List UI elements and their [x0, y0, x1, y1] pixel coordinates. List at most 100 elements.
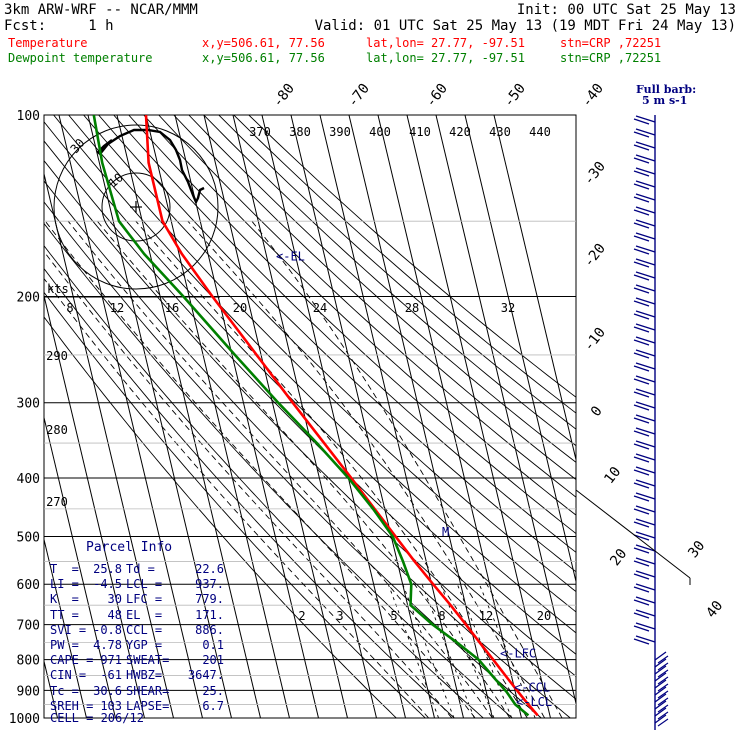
temperature-label: Temperature	[8, 36, 88, 50]
pressure-label: 600	[17, 578, 40, 593]
hodograph-ring	[53, 124, 219, 290]
parcel-value: 886.	[195, 622, 224, 637]
wind-barb	[635, 193, 656, 201]
wind-barb	[633, 196, 650, 203]
isotherm-label: -20	[581, 241, 609, 271]
parcel-value: 0.1	[202, 638, 224, 652]
wind-barb	[654, 651, 667, 661]
wind-barb	[635, 544, 656, 552]
dry-adiabat	[44, 316, 397, 718]
wind-barb	[635, 180, 656, 188]
mixing-ratio-label: 8	[438, 609, 445, 623]
wind-barb	[654, 693, 667, 703]
dry-adiabat	[143, 115, 576, 516]
mixing-ratio-line	[421, 584, 475, 718]
isotherm-label: 20	[607, 546, 630, 569]
moist-adiabat	[44, 250, 453, 718]
isotherm-label: -10	[581, 325, 609, 355]
isotherm-line	[58, 115, 203, 718]
mixing-ratio-label: 3	[336, 609, 343, 623]
mixing-ratio-label: 5	[390, 609, 397, 623]
hodograph-ring	[101, 172, 171, 242]
wind-scale-value: 5 m s-1	[642, 94, 688, 107]
parcel-key: YGP =	[126, 638, 163, 652]
isotherm-label: 40	[703, 598, 726, 621]
pressure-label: 100	[17, 109, 40, 124]
moist-adiabat	[44, 277, 430, 718]
dewpoint-station: stn=CRP ,72251	[560, 51, 662, 65]
moist-adiabat	[44, 220, 476, 718]
model-title: 3km ARW-WRF -- NCAR/MMM	[4, 2, 198, 18]
knots-label: 20	[233, 301, 247, 315]
wind-barb	[635, 518, 656, 526]
pressure-label: 500	[17, 530, 40, 545]
wind-barb	[635, 336, 656, 344]
wind-barb	[633, 586, 650, 593]
isotherm-label: 0	[588, 403, 606, 419]
mixing-ratio-line	[402, 584, 455, 718]
wind-barb	[635, 349, 656, 357]
moist-adiabat	[251, 220, 563, 718]
wind-barb	[633, 547, 650, 554]
wind-barb	[633, 248, 650, 255]
dry-adiabat	[44, 267, 455, 718]
mixing-ratio-line	[440, 584, 495, 718]
level-marker: <-LFC	[500, 647, 536, 661]
isotherm-label: -30	[581, 159, 609, 189]
wind-barb	[635, 505, 656, 513]
wind-barb	[635, 622, 656, 630]
wind-barb	[654, 665, 667, 675]
parcel-value: 48	[107, 607, 122, 622]
knots-label: 8	[66, 301, 73, 315]
knots-label: 16	[165, 301, 179, 315]
mixing-ratio-line	[387, 584, 440, 718]
wind-scale-title: Full barb:	[636, 83, 697, 96]
wind-barb	[635, 323, 656, 331]
temperature-profile	[144, 115, 539, 717]
knots-label: 24	[313, 301, 327, 315]
pressure-label: 300	[17, 397, 40, 412]
wind-barb	[635, 388, 656, 396]
level-marker: <-LCL	[516, 695, 552, 709]
parcel-info-panel: Parcel Info T = 25.8 Td = 22.6 LI = -4.5 LCL =…	[46, 538, 236, 728]
parcel-key: TT =	[50, 607, 79, 622]
wind-barb	[633, 573, 650, 580]
isotherm-label: -60	[423, 81, 451, 111]
isotherm-line	[493, 115, 576, 462]
wind-barb	[635, 206, 656, 214]
dry-adiabat	[83, 115, 576, 593]
dry-adiabat	[44, 121, 576, 655]
dewpoint-label: Dewpoint temperature	[8, 51, 153, 65]
wind-barb	[657, 676, 669, 685]
wind-barb	[635, 414, 656, 422]
parcel-key: CIN =	[50, 668, 87, 683]
knots-label: 32	[501, 301, 515, 315]
moist-adiabat	[187, 220, 546, 718]
wind-barb	[635, 557, 656, 565]
wind-barb	[635, 609, 656, 617]
theta-e-label: 390	[329, 125, 351, 139]
isotherm-label: -80	[270, 81, 298, 111]
parcel-key: LI =	[50, 577, 79, 592]
dry-adiabat	[173, 115, 576, 481]
level-marker: <-CCL	[514, 680, 550, 694]
wind-barb	[635, 154, 656, 162]
theta-e-label: 400	[369, 125, 391, 139]
wind-barb	[633, 638, 650, 645]
isotherm-label: -50	[501, 81, 529, 111]
parcel-key: Td =	[126, 562, 155, 576]
wind-barb	[635, 375, 656, 383]
wind-barb	[633, 118, 650, 125]
level-marker: M	[442, 525, 449, 539]
wind-barb	[633, 144, 650, 151]
wind-barb	[633, 378, 650, 385]
dry-adiabat	[128, 115, 576, 535]
temperature-xy: x,y=506.61, 77.56	[202, 36, 325, 50]
pressure-label: 200	[17, 291, 40, 306]
wind-barb	[633, 534, 650, 541]
parcel-value: 25.8	[93, 562, 122, 576]
isotherm-line	[145, 115, 290, 718]
isotherm-line	[44, 293, 145, 718]
dry-adiabat	[248, 115, 576, 398]
